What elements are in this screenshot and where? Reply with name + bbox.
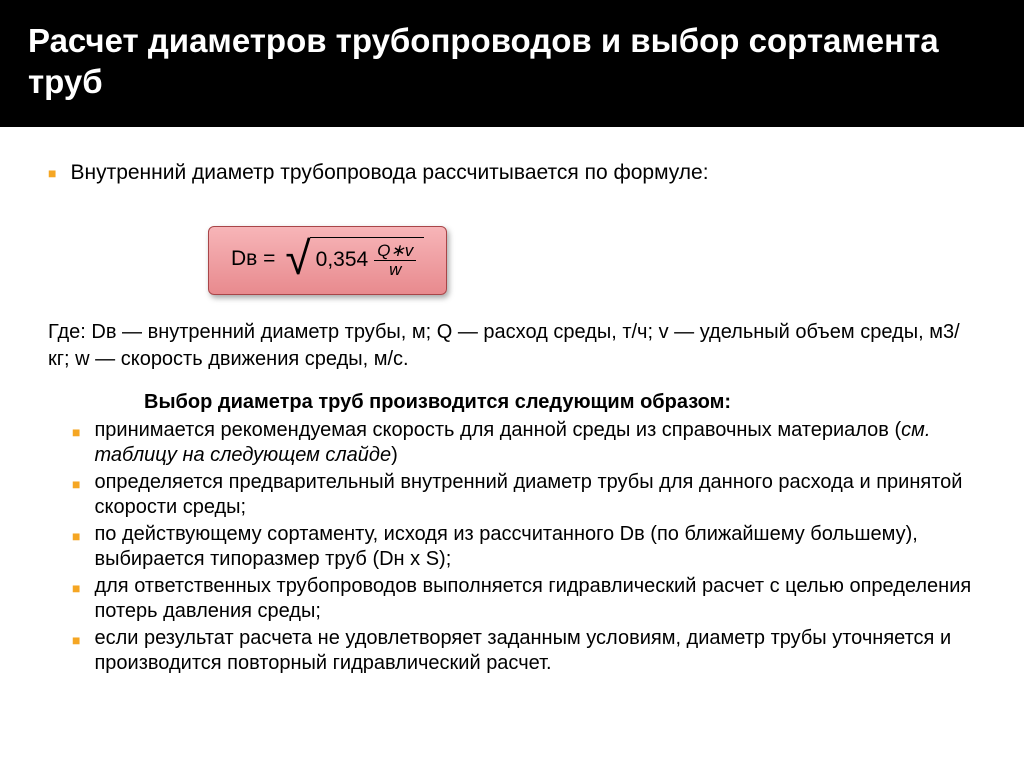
list-item: ■ определяется предварительный внутренний…	[48, 470, 976, 520]
bullet-icon: ■	[72, 632, 80, 650]
bullet-icon: ■	[72, 528, 80, 546]
bullet-icon: ■	[72, 424, 80, 442]
slide-header: Расчет диаметров трубопроводов и выбор с…	[0, 0, 1024, 127]
list-item: ■ по действующему сортаменту, исходя из р…	[48, 522, 976, 572]
slide-title: Расчет диаметров трубопроводов и выбор с…	[28, 20, 996, 103]
step-text-post: )	[391, 444, 398, 466]
formula-const: 0,354	[316, 248, 369, 272]
step-text: если результат расчета не удовлетворяет …	[94, 626, 976, 676]
step-text-pre: для ответственных трубопроводов выполняе…	[94, 575, 971, 622]
step-text: принимается рекомендуемая скорость для д…	[94, 418, 976, 468]
where-body: Dв — внутренний диаметр трубы, м; Q — ра…	[48, 321, 960, 370]
intro-text: Внутренний диаметр трубопровода рассчиты…	[70, 159, 708, 186]
list-item: ■ для ответственных трубопроводов выполня…	[48, 574, 976, 624]
formula-radicand: 0,354 Q∗v w	[310, 237, 425, 281]
step-text: определяется предварительный внутренний …	[94, 470, 976, 520]
bullet-icon: ■	[48, 165, 56, 181]
formula-lhs: Dв =	[231, 247, 275, 271]
bullet-icon: ■	[72, 476, 80, 494]
list-item: ■ если результат расчета не удовлетворяе…	[48, 626, 976, 676]
step-text-pre: принимается рекомендуемая скорость для д…	[94, 419, 901, 441]
sqrt-icon: √ 0,354 Q∗v w	[285, 237, 424, 281]
step-text-pre: определяется предварительный внутренний …	[94, 471, 962, 518]
surd-icon: √	[285, 240, 310, 277]
where-prefix: Где:	[48, 321, 91, 343]
slide-content: ■ Внутренний диаметр трубопровода рассчи…	[0, 127, 1024, 699]
step-text: для ответственных трубопроводов выполняе…	[94, 574, 976, 624]
bullet-icon: ■	[72, 580, 80, 598]
step-list: ■ принимается рекомендуемая скорость для …	[48, 418, 976, 676]
list-item: ■ принимается рекомендуемая скорость для …	[48, 418, 976, 468]
step-text: по действующему сортаменту, исходя из ра…	[94, 522, 976, 572]
subtitle: Выбор диаметра труб производится следующ…	[144, 391, 976, 414]
step-text-pre: по действующему сортаменту, исходя из ра…	[94, 523, 917, 570]
formula-num: Q∗v	[374, 242, 416, 261]
formula-den: w	[386, 261, 404, 279]
formula-fraction: Q∗v w	[374, 242, 416, 279]
formula-box: Dв = √ 0,354 Q∗v w	[208, 226, 447, 296]
step-text-pre: если результат расчета не удовлетворяет …	[94, 627, 951, 674]
where-text: Где: Dв — внутренний диаметр трубы, м; Q…	[48, 319, 976, 373]
intro-line: ■ Внутренний диаметр трубопровода рассчи…	[48, 159, 976, 186]
